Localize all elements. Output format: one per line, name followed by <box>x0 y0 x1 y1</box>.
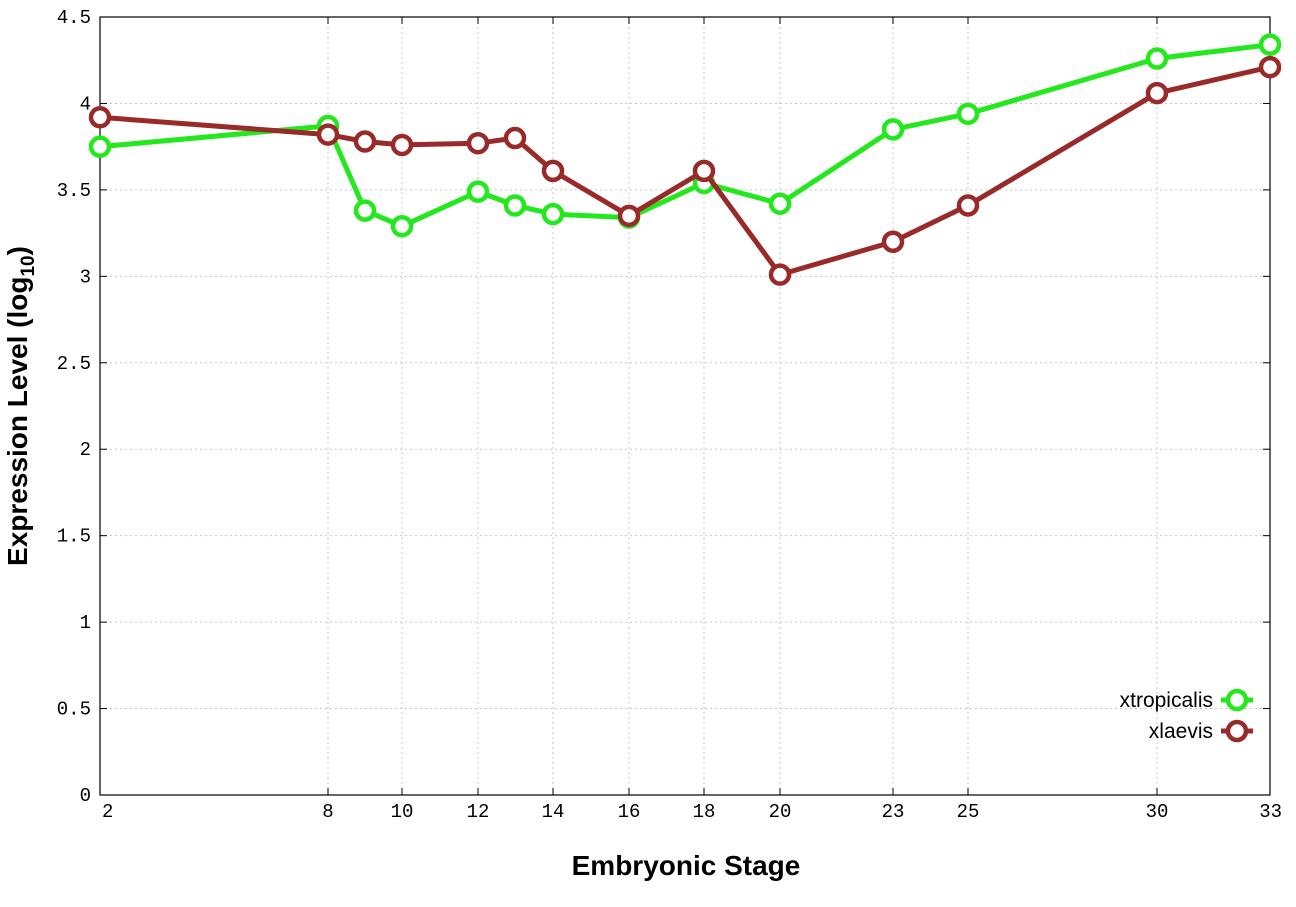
legend-marker-xlaevis <box>1225 719 1249 743</box>
y-axis-title-subscript: 10 <box>18 255 39 276</box>
x-tick-label: 23 <box>882 801 905 823</box>
x-tick-label: 20 <box>769 801 792 823</box>
x-tick-label: 14 <box>542 801 565 823</box>
legend-marker-xtropicalis <box>1225 688 1249 712</box>
y-tick-label: 3.5 <box>57 180 91 202</box>
axis-ticks: 0 0.5 1 1.5 2 2.5 3 3.5 4 4.5 2 8 10 12 14 16 18 20 23 25 30… <box>57 7 1282 823</box>
data-point-xtropicalis <box>541 202 565 226</box>
data-point-xlaevis <box>503 126 527 150</box>
x-tick-label: 10 <box>391 801 414 823</box>
y-axis-title-main: Expression Level (log <box>2 277 33 566</box>
data-point-xtropicalis <box>88 135 112 158</box>
data-point-xlaevis <box>768 263 792 286</box>
x-tick-label: 25 <box>957 801 980 823</box>
y-tick-label: 0.5 <box>57 699 91 721</box>
series-layer <box>88 33 1282 286</box>
legend-label-xlaevis: xlaevis <box>1149 720 1213 743</box>
data-point-xlaevis <box>316 123 340 146</box>
y-tick-label: 4.5 <box>57 7 91 29</box>
data-point-xtropicalis <box>390 214 414 238</box>
x-tick-label: 12 <box>467 801 490 823</box>
data-point-xlaevis <box>692 159 716 183</box>
data-point-xtropicalis <box>956 102 980 126</box>
plot-frame <box>99 16 1271 796</box>
data-point-xlaevis <box>1145 81 1169 105</box>
y-tick-label: 2 <box>80 439 91 461</box>
data-point-xtropicalis <box>1145 47 1169 70</box>
data-point-xlaevis <box>390 133 414 157</box>
data-point-xlaevis <box>956 194 980 217</box>
data-point-xlaevis <box>541 159 565 183</box>
series-line-xtropicalis <box>99 42 1271 229</box>
data-point-xlaevis <box>88 106 112 129</box>
legend: xtropicalis xlaevis <box>1120 688 1253 743</box>
data-point-xlaevis <box>466 131 490 155</box>
series-line-xlaevis <box>99 64 1271 278</box>
y-tick-label: 2.5 <box>57 353 91 375</box>
legend-label-xtropicalis: xtropicalis <box>1120 689 1213 712</box>
y-tick-label: 1 <box>80 612 91 634</box>
y-tick-label: 1.5 <box>57 526 91 548</box>
x-tick-label: 16 <box>618 801 641 823</box>
data-point-xlaevis <box>353 130 377 153</box>
data-point-xlaevis <box>1258 55 1282 79</box>
x-tick-label: 8 <box>322 801 333 823</box>
y-tick-label: 0 <box>80 785 91 807</box>
x-tick-label: 33 <box>1259 801 1282 823</box>
x-tick-label: 18 <box>693 801 716 823</box>
x-tick-label: 30 <box>1146 801 1169 823</box>
data-point-xtropicalis <box>768 192 792 215</box>
data-point-xlaevis <box>617 204 641 228</box>
data-point-xlaevis <box>881 230 905 254</box>
data-point-xtropicalis <box>466 180 490 203</box>
y-axis-title: Expression Level (log10) <box>2 246 39 566</box>
data-point-xtropicalis <box>881 118 905 141</box>
y-tick-label: 3 <box>80 266 91 288</box>
x-tick-label: 2 <box>102 801 113 823</box>
data-point-xtropicalis <box>353 199 377 222</box>
grid <box>100 17 1270 795</box>
data-point-xtropicalis <box>1258 33 1282 56</box>
data-point-xtropicalis <box>503 194 527 217</box>
x-axis-title: Embryonic Stage <box>572 850 801 881</box>
y-axis-title-suffix: ) <box>2 246 33 255</box>
y-tick-label: 4 <box>80 93 91 115</box>
